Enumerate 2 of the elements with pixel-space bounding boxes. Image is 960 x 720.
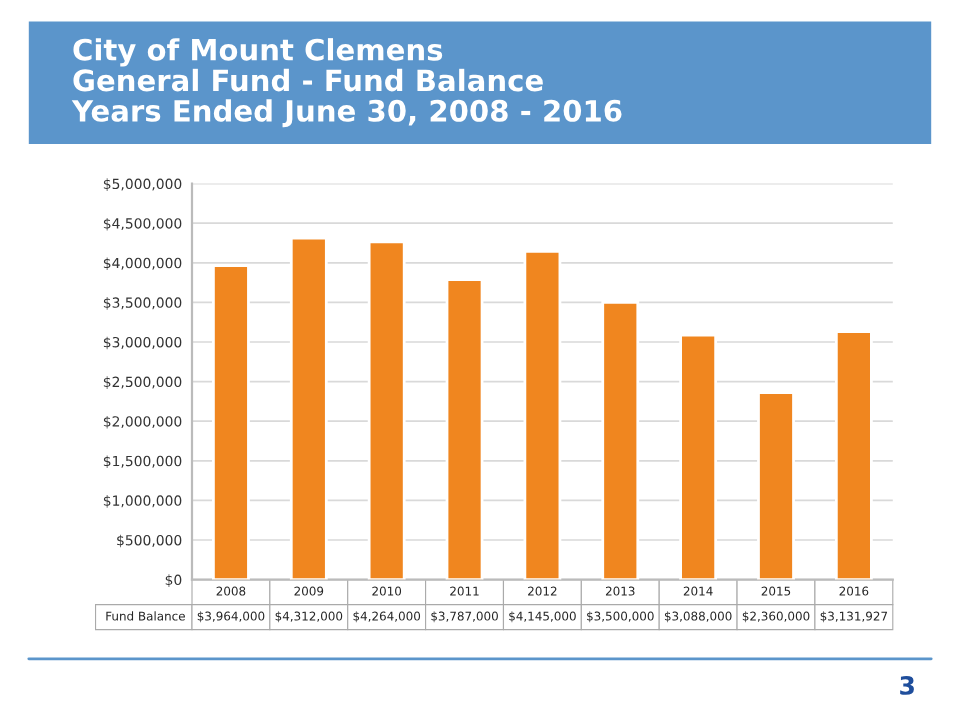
text: 3 bbox=[900, 675, 914, 695]
chart-title: City of Mount Clemens General Fund - Fund Balance Years Ended June 30, 2008 - 2016 bbox=[71, 38, 622, 128]
